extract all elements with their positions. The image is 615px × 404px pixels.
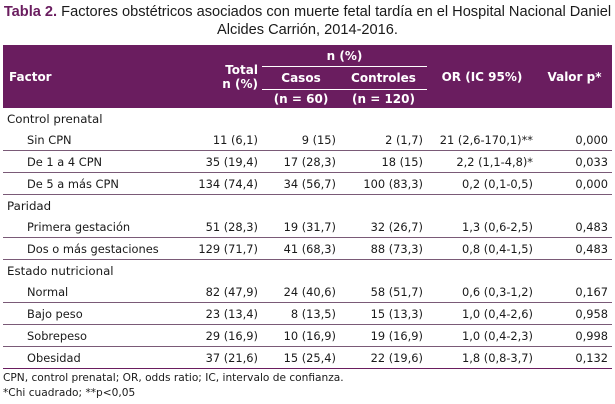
cell-p-value: 0,132 (537, 346, 612, 369)
cell-factor: Sobrepeso (3, 324, 186, 347)
cell-casos: 10 (16,9) (262, 324, 340, 347)
cell-factor: Sin CPN (3, 129, 186, 151)
cell-total: 134 (74,4) (186, 172, 262, 195)
section-title: Estado nutricional (3, 259, 612, 281)
cell-factor: Bajo peso (3, 302, 186, 325)
cell-casos: 9 (15) (262, 129, 340, 151)
table-header: Factor Total n (%) n (%) OR (IC 95%) Valo… (3, 45, 612, 108)
section-title: Control prenatal (3, 108, 612, 129)
section-title: Paridad (3, 194, 612, 216)
cell-total: 11 (6,1) (186, 129, 262, 151)
table-row: De 5 a más CPN 134 (74,4) 34 (56,7) 100 (83… (3, 172, 612, 195)
cell-p-value: 0,483 (537, 237, 612, 260)
table-row: Bajo peso 23 (13,4) 8 (13,5) 15 (13,3) 1,0 (… (3, 302, 612, 325)
table-caption-text-line2: Alcides Carrión, 2014-2016. (217, 22, 398, 38)
cell-controles: 18 (15) (340, 150, 427, 173)
cell-p-value: 0,998 (537, 324, 612, 347)
table-caption-label: Tabla 2. (3, 4, 58, 20)
table-row: Sobrepeso 29 (16,9) 10 (16,9) 19 (16,9) 1,0 … (3, 324, 612, 347)
cell-p-value: 0,483 (537, 216, 612, 238)
table-row: Normal 82 (47,9) 24 (40,6) 58 (51,7) 0,6 (0,… (3, 281, 612, 303)
cell-factor: Obesidad (3, 346, 186, 369)
cell-or: 1,8 (0,8-3,7) (427, 346, 537, 369)
cell-p-value: 0,167 (537, 281, 612, 303)
section-row: Estado nutricional (3, 259, 612, 281)
table-notes: CPN, control prenatal; OR, odds ratio; I… (3, 371, 344, 401)
cell-casos: 24 (40,6) (262, 281, 340, 303)
cell-factor: Primera gestación (3, 216, 186, 238)
header-total-label: Total (225, 62, 258, 77)
cell-total: 37 (21,6) (186, 346, 262, 369)
cell-controles: 19 (16,9) (340, 324, 427, 347)
header-p-value: Valor p* (537, 45, 612, 108)
cell-controles: 15 (13,3) (340, 302, 427, 325)
cell-total: 129 (71,7) (186, 237, 262, 260)
table-body: Control prenatal Sin CPN 11 (6,1) 9 (15) 2 (… (3, 108, 612, 369)
header-or: OR (IC 95%) (427, 45, 537, 108)
cell-p-value: 0,000 (537, 129, 612, 151)
cell-total: 29 (16,9) (186, 324, 262, 347)
header-total: Total n (%) (186, 45, 262, 108)
table-caption: Tabla 2. Factores obstétricos asociados … (0, 3, 615, 39)
cell-or: 1,0 (0,4-2,6) (427, 302, 537, 325)
table-row: Sin CPN 11 (6,1) 9 (15) 2 (1,7) 21 (2,6-170,… (3, 129, 612, 151)
factors-table: Factor Total n (%) n (%) OR (IC 95%) Valo… (3, 45, 612, 369)
table-row: Dos o más gestaciones 129 (71,7) 41 (68,3)… (3, 237, 612, 260)
table-row: Primera gestación 51 (28,3) 19 (31,7) 32 (2… (3, 216, 612, 238)
header-controles: Controles (340, 66, 427, 90)
cell-or: 0,2 (0,1-0,5) (427, 172, 537, 195)
header-casos-n: (n = 60) (262, 89, 340, 108)
cell-casos: 8 (13,5) (262, 302, 340, 325)
cell-factor: Normal (3, 281, 186, 303)
cell-casos: 17 (28,3) (262, 150, 340, 173)
cell-p-value: 0,033 (537, 150, 612, 173)
header-factor: Factor (3, 45, 186, 108)
cell-controles: 58 (51,7) (340, 281, 427, 303)
cell-or: 1,3 (0,6-2,5) (427, 216, 537, 238)
cell-controles: 2 (1,7) (340, 129, 427, 151)
cell-p-value: 0,000 (537, 172, 612, 195)
cell-controles: 88 (73,3) (340, 237, 427, 260)
table-row: De 1 a 4 CPN 35 (19,4) 17 (28,3) 18 (15) 2,2… (3, 150, 612, 173)
table-caption-text-line1: Factores obstétricos asociados con muert… (57, 4, 612, 20)
cell-or: 1,0 (0,4-2,3) (427, 324, 537, 347)
section-row: Control prenatal (3, 108, 612, 129)
cell-total: 82 (47,9) (186, 281, 262, 303)
cell-factor: Dos o más gestaciones (3, 237, 186, 260)
cell-controles: 32 (26,7) (340, 216, 427, 238)
cell-factor: De 5 a más CPN (3, 172, 186, 195)
section-row: Paridad (3, 194, 612, 216)
header-total-unit: n (%) (222, 76, 258, 91)
cell-or: 21 (2,6-170,1)** (427, 129, 537, 151)
cell-p-value: 0,958 (537, 302, 612, 325)
notes-abbreviations: CPN, control prenatal; OR, odds ratio; I… (3, 372, 344, 384)
cell-casos: 34 (56,7) (262, 172, 340, 195)
table-row: Obesidad 37 (21,6) 15 (25,4) 22 (19,6) 1,8 (… (3, 346, 612, 369)
cell-or: 0,6 (0,3-1,2) (427, 281, 537, 303)
header-controles-n: (n = 120) (340, 89, 427, 108)
cell-factor: De 1 a 4 CPN (3, 150, 186, 173)
header-casos: Casos (262, 66, 340, 90)
cell-or: 2,2 (1,1-4,8)* (427, 150, 537, 173)
cell-total: 35 (19,4) (186, 150, 262, 173)
header-n-pct: n (%) (262, 45, 427, 67)
cell-total: 51 (28,3) (186, 216, 262, 238)
cell-total: 23 (13,4) (186, 302, 262, 325)
notes-statistics: *Chi cuadrado; **p<0,05 (3, 387, 136, 399)
cell-casos: 41 (68,3) (262, 237, 340, 260)
cell-casos: 19 (31,7) (262, 216, 340, 238)
cell-or: 0,8 (0,4-1,5) (427, 237, 537, 260)
cell-controles: 100 (83,3) (340, 172, 427, 195)
cell-controles: 22 (19,6) (340, 346, 427, 369)
cell-casos: 15 (25,4) (262, 346, 340, 369)
